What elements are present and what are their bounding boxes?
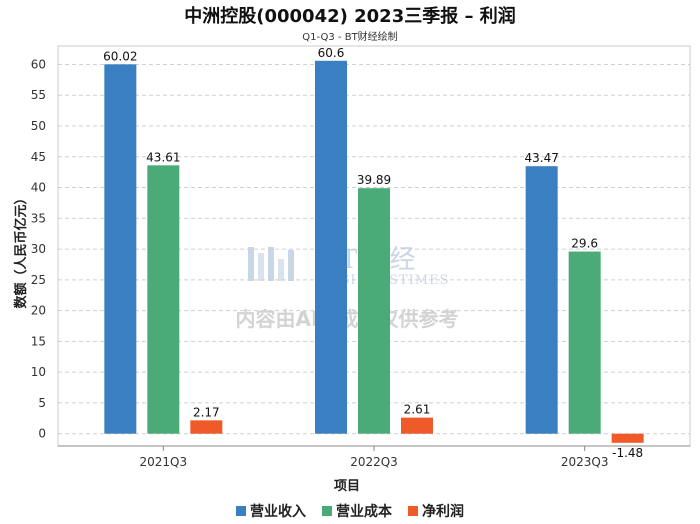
data-label: 43.47 <box>524 151 558 165</box>
data-label: 29.6 <box>571 237 598 251</box>
chart-subtitle: Q1-Q3 - BT财经绘制 <box>302 32 398 43</box>
bar-cost-2021Q3 <box>147 165 180 434</box>
data-label: 2.17 <box>193 405 220 419</box>
x-axis-title: 项目 <box>334 479 360 494</box>
bar-profit-2023Q3 <box>611 433 644 443</box>
y-tick-label: 60 <box>31 57 46 71</box>
legend-item-revenue: 营业收入 <box>236 501 306 521</box>
bars: 60.02 43.61 2.17 60.6 39.89 2.61 43.47 29.6 -1.4… <box>103 46 644 460</box>
bar-revenue-2022Q3 <box>315 60 347 434</box>
legend-item-profit: 净利润 <box>408 501 464 521</box>
bt-logo-icon <box>248 247 294 281</box>
bar-revenue-2021Q3 <box>104 64 137 434</box>
data-label: 60.02 <box>103 49 137 63</box>
data-label: 60.6 <box>318 46 345 60</box>
y-tick-label: 55 <box>31 88 46 102</box>
y-tick-label: 10 <box>31 365 46 379</box>
bar-cost-2022Q3 <box>358 188 390 434</box>
data-label: 43.61 <box>146 150 180 164</box>
y-tick-label: 45 <box>31 150 46 164</box>
y-tick-label: 30 <box>31 242 46 256</box>
x-tick-label: 2022Q3 <box>350 455 398 469</box>
y-tick-label: 40 <box>31 181 46 195</box>
y-tick-label: 0 <box>38 427 46 441</box>
x-tick-label: 2023Q3 <box>561 455 609 469</box>
legend: 营业收入 营业成本 净利润 <box>0 501 700 521</box>
legend-swatch <box>236 506 246 516</box>
legend-swatch <box>322 506 332 516</box>
y-tick-label: 5 <box>38 396 46 410</box>
x-tick-label: 2021Q3 <box>140 455 188 469</box>
y-axis-title: 数额（人民币亿元） <box>13 191 29 308</box>
data-label: 39.89 <box>357 173 391 187</box>
legend-label: 营业收入 <box>250 504 306 520</box>
legend-swatch <box>408 506 418 516</box>
legend-label: 营业成本 <box>336 504 392 520</box>
bar-profit-2021Q3 <box>190 420 223 434</box>
y-tick-label: 20 <box>31 304 46 318</box>
y-tick-label: 25 <box>31 273 46 287</box>
data-label: -1.48 <box>612 446 643 460</box>
legend-item-cost: 营业成本 <box>322 501 392 521</box>
bar-revenue-2023Q3 <box>525 166 558 434</box>
bar-cost-2023Q3 <box>568 251 601 434</box>
bar-profit-2022Q3 <box>401 417 433 434</box>
y-tick-label: 15 <box>31 334 46 348</box>
y-tick-label: 35 <box>31 211 46 225</box>
legend-label: 净利润 <box>422 504 464 520</box>
y-tick-label: 50 <box>31 119 46 133</box>
chart-title: 中洲控股(000042) 2023三季报 – 利润 <box>184 6 516 27</box>
data-label: 2.61 <box>404 403 431 417</box>
axes: 0 5 10 15 20 25 30 35 40 45 50 55 60 2021Q3 2022Q3 2023… <box>31 45 691 469</box>
